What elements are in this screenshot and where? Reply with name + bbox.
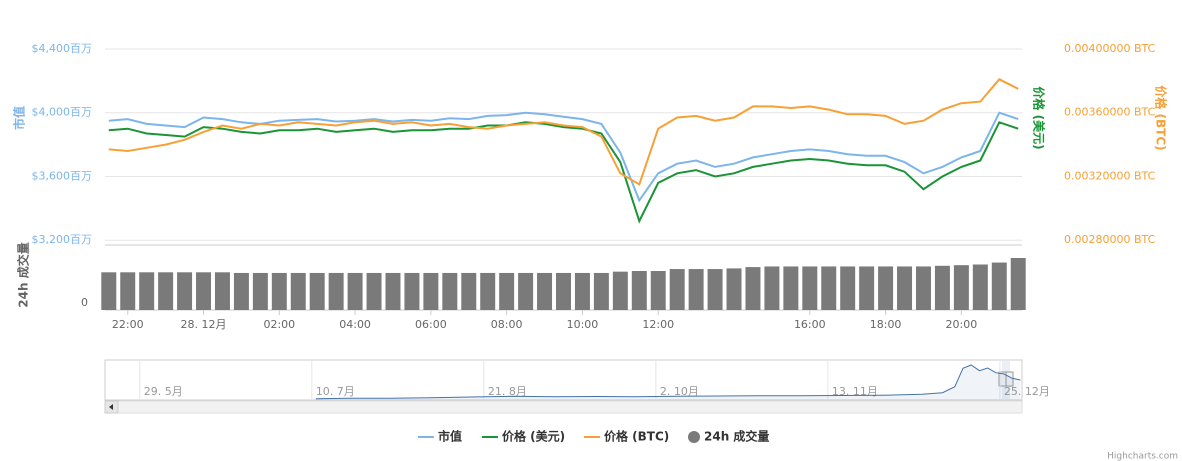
- navigator-tick-label: 2. 10月: [660, 385, 699, 398]
- volume-bar: [214, 272, 230, 310]
- volume-bar: [745, 267, 761, 310]
- y-tick-label: $4,000百万: [32, 106, 93, 119]
- volume-bar: [252, 272, 268, 310]
- volume-bar: [328, 272, 344, 310]
- volume-bar: [783, 266, 799, 310]
- volume-bar: [309, 272, 325, 310]
- volume-bar: [1010, 258, 1026, 310]
- legend-item[interactable]: 价格 (美元): [482, 429, 565, 444]
- volume-bar: [631, 271, 647, 310]
- volume-bar: [726, 268, 742, 310]
- x-tick-label: 02:00: [263, 318, 295, 331]
- volume-bar: [120, 272, 136, 310]
- navigator-area: [315, 365, 1021, 400]
- volume-bar: [537, 272, 553, 310]
- legend-label: 价格 (BTC): [604, 429, 669, 444]
- legend-label: 市值: [438, 429, 462, 444]
- volume-bar: [290, 272, 306, 310]
- y-tick-label: $4,400百万: [32, 42, 93, 55]
- scroll-arrow: [109, 404, 113, 410]
- volume-bar: [271, 272, 287, 310]
- volume-bar: [650, 271, 666, 310]
- y-tick-label: $3,600百万: [32, 169, 93, 182]
- x-tick-label: 22:00: [112, 318, 144, 331]
- volume-bar: [915, 266, 931, 310]
- volume-bar: [707, 269, 723, 310]
- navigator-frame: [104, 359, 1023, 401]
- y-tick-label: $3,200百万: [32, 233, 93, 246]
- y2-tick-label: 0.00360000 BTC: [1064, 106, 1156, 119]
- volume-bar: [764, 266, 780, 310]
- volume-bar: [953, 265, 969, 310]
- navigator-tick-label: 13. 11月: [832, 385, 878, 398]
- legend-item[interactable]: 24h 成交量: [688, 429, 769, 444]
- volume-bar: [840, 266, 856, 310]
- volume-bar: [366, 272, 382, 310]
- x-tick-label: 28. 12月: [181, 318, 227, 331]
- x-tick-label: 20:00: [946, 318, 978, 331]
- y2-axis-title: 价格 (BTC): [1154, 85, 1169, 150]
- y-axis-title: 市值: [12, 106, 27, 130]
- volume-bar: [442, 272, 458, 310]
- volume-bar: [233, 272, 249, 310]
- x-tick-label: 10:00: [567, 318, 599, 331]
- volume-bar: [802, 266, 818, 310]
- volume-bar: [897, 266, 913, 310]
- volume-bar: [688, 269, 704, 310]
- volume-bar: [177, 272, 193, 310]
- volume-bar: [347, 272, 363, 310]
- volume-bar: [859, 266, 875, 310]
- legend-symbol: [688, 431, 700, 443]
- volume-bar: [972, 264, 988, 310]
- series-line: [108, 78, 1019, 186]
- navigator-tick-label: 10. 7月: [316, 385, 355, 398]
- navigator-line: [315, 364, 1021, 400]
- volume-bar: [461, 272, 477, 310]
- volume-bar: [878, 266, 894, 310]
- legend-label: 价格 (美元): [502, 429, 565, 444]
- volume-bar: [556, 272, 571, 310]
- volume-bar: [139, 272, 155, 310]
- volume-bar: [991, 262, 1007, 310]
- x-tick-label: 06:00: [415, 318, 447, 331]
- volume-bar: [593, 272, 609, 310]
- volume-axis-title: 24h 成交量: [16, 242, 31, 307]
- volume-bar: [499, 272, 515, 310]
- x-tick-label: 08:00: [491, 318, 523, 331]
- navigator-tick-label: 25. 12月: [1004, 385, 1050, 398]
- volume-bar: [196, 272, 212, 310]
- navigator-handle[interactable]: [1005, 371, 1014, 387]
- x-tick-label: 16:00: [794, 318, 826, 331]
- legend-label: 24h 成交量: [704, 429, 769, 444]
- volume-bar: [385, 272, 401, 310]
- x-tick-label: 12:00: [642, 318, 674, 331]
- y3-axis-title: 价格 (美元): [1032, 86, 1047, 149]
- x-tick-label: 04:00: [339, 318, 371, 331]
- volume-bar: [480, 272, 496, 310]
- volume-bar: [158, 272, 174, 310]
- volume-tick-label: 0: [81, 296, 88, 309]
- x-tick-label: 18:00: [870, 318, 902, 331]
- volume-bar: [101, 272, 117, 310]
- legend-item[interactable]: 市值: [418, 429, 462, 444]
- volume-bar: [518, 272, 534, 310]
- y2-tick-label: 0.00320000 BTC: [1064, 169, 1156, 182]
- volume-bar: [934, 265, 950, 310]
- y2-tick-label: 0.00400000 BTC: [1064, 42, 1156, 55]
- scrollbar[interactable]: [104, 400, 1023, 414]
- legend-item[interactable]: 价格 (BTC): [584, 429, 669, 444]
- navigator-tick-label: 21. 8月: [488, 385, 527, 398]
- volume-bar: [574, 272, 590, 310]
- volume-bar: [612, 271, 628, 310]
- series-line: [108, 121, 1019, 224]
- volume-bar: [404, 272, 420, 310]
- volume-bar: [821, 266, 837, 310]
- y2-tick-label: 0.00280000 BTC: [1064, 233, 1156, 246]
- credit: Highcharts.com: [1107, 452, 1178, 461]
- volume-bar: [423, 272, 439, 310]
- volume-bar: [669, 269, 685, 310]
- navigator-tick-label: 29. 5月: [144, 385, 183, 398]
